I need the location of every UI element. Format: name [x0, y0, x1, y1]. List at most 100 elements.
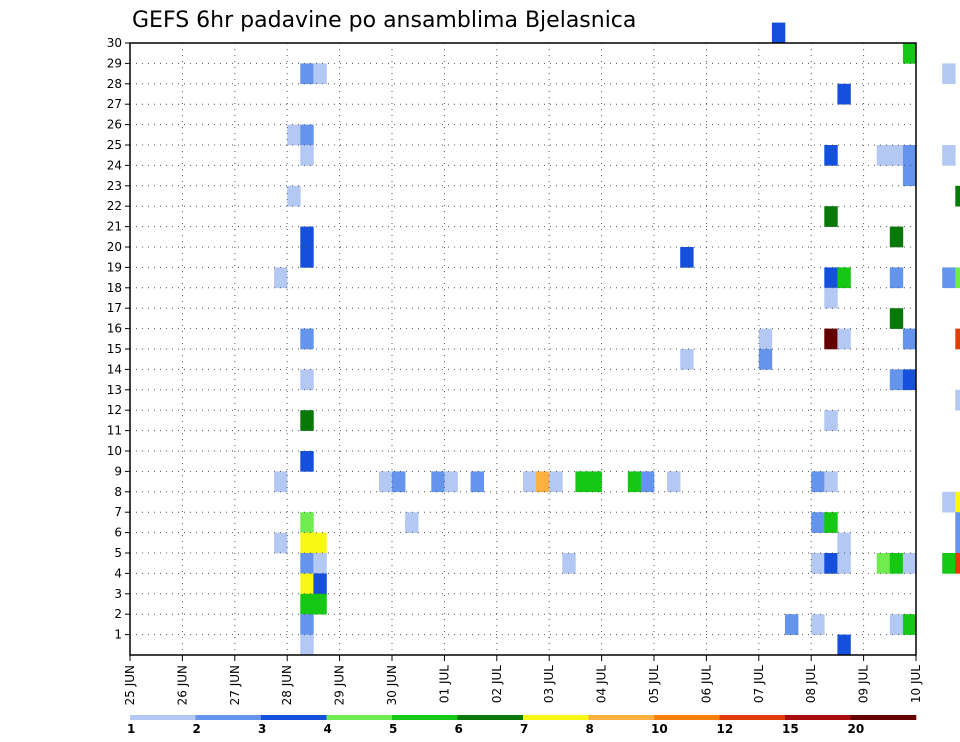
- heatmap-cell: [942, 63, 956, 85]
- y-tick-label: 22: [107, 199, 122, 213]
- x-tick-label: 08 JUL: [804, 665, 818, 703]
- x-axis: 25 JUN 26 JUN 27 JUN 28 JUN 29 JUN 30 JUN 01 J…: [123, 655, 923, 705]
- y-tick-label: 19: [107, 260, 122, 274]
- heatmap-cell: [824, 471, 838, 493]
- heatmap-cell: [575, 471, 589, 493]
- heatmap-cell: [902, 145, 917, 166]
- heatmap-cell: [287, 124, 301, 146]
- heatmap-cell: [837, 267, 851, 289]
- heatmap-cell: [300, 451, 314, 472]
- heatmap-cell: [837, 532, 851, 554]
- y-tick-label: 26: [107, 118, 122, 132]
- colorbar-label: 15: [782, 722, 799, 736]
- heatmap-cell: [405, 512, 419, 533]
- x-tick-label: 02 JUL: [490, 665, 504, 703]
- heatmap-cell: [889, 145, 904, 166]
- heatmap-cell: [300, 593, 314, 615]
- colorbar-label: 6: [455, 722, 463, 736]
- y-tick-label: 21: [107, 220, 122, 234]
- heatmap-cell: [902, 43, 917, 64]
- heatmap-cell: [837, 83, 851, 105]
- heatmap-cell: [274, 267, 288, 289]
- heatmap-cell: [300, 226, 314, 248]
- heatmap-cell: [876, 553, 891, 574]
- y-tick-label: 30: [107, 36, 122, 50]
- heatmap-cell: [274, 532, 288, 554]
- y-tick-label: 29: [107, 56, 122, 70]
- y-tick-label: 2: [114, 607, 122, 621]
- heatmap-cell: [313, 573, 327, 595]
- y-tick-label: 3: [114, 587, 122, 601]
- y-tick-label: 9: [114, 464, 122, 478]
- heatmap-cell: [300, 145, 314, 166]
- y-tick-label: 6: [114, 526, 122, 540]
- colorbar-swatch: [523, 715, 589, 720]
- heatmap-cell: [955, 267, 960, 289]
- x-tick-label: 25 JUN: [123, 665, 137, 705]
- heatmap-cell: [889, 553, 904, 574]
- heatmap-cell: [562, 553, 576, 574]
- y-tick-label: 28: [107, 77, 122, 91]
- heatmap-cell: [889, 369, 904, 391]
- y-tick-label: 7: [114, 505, 122, 519]
- heatmap-cell: [758, 328, 773, 350]
- colorbar-swatch: [850, 715, 917, 720]
- heatmap-cell: [523, 471, 537, 493]
- heatmap-cell: [889, 614, 904, 635]
- heatmap-cell: [955, 512, 960, 533]
- x-tick-label: 03 JUL: [542, 665, 556, 703]
- heatmap-cell: [300, 614, 314, 635]
- y-tick-label: 8: [114, 485, 122, 499]
- x-tick-label: 07 JUL: [752, 665, 766, 703]
- colorbar-label: 20: [848, 722, 865, 736]
- heatmap-cell: [300, 573, 314, 595]
- heatmap-cell: [300, 553, 314, 574]
- x-tick-label: 04 JUL: [595, 665, 609, 703]
- heatmap-cell: [955, 532, 960, 554]
- heatmap-cell: [824, 206, 838, 227]
- heatmap-cell: [876, 145, 891, 166]
- heatmap-cell: [824, 267, 838, 289]
- x-tick-label: 05 JUL: [647, 665, 661, 703]
- x-tick-label: 09 JUL: [857, 665, 871, 703]
- heatmap-cell: [824, 328, 838, 350]
- heatmap-cell: [758, 349, 773, 370]
- y-tick-label: 4: [114, 566, 122, 580]
- heatmap-cell: [470, 471, 484, 493]
- y-tick-label: 10: [107, 444, 122, 458]
- x-tick-label: 28 JUN: [280, 665, 294, 705]
- heatmap-cell: [811, 614, 825, 635]
- colorbar-swatch: [457, 715, 524, 720]
- heatmap-cell: [667, 471, 681, 493]
- heatmap-cell: [640, 471, 655, 493]
- heatmap-cell: [837, 328, 851, 350]
- heatmap-cell: [300, 512, 314, 533]
- heatmap-cell: [811, 512, 825, 533]
- heatmap-cell: [627, 471, 642, 493]
- y-tick-label: 27: [107, 97, 122, 111]
- y-tick-label: 17: [107, 301, 122, 315]
- heatmap-cell: [680, 247, 694, 268]
- colorbar-swatch: [326, 715, 393, 720]
- y-tick-label: 24: [107, 158, 122, 172]
- x-tick-label: 01 JUL: [437, 665, 451, 703]
- colorbar-swatch: [719, 715, 786, 720]
- x-tick-label: 26 JUN: [175, 665, 189, 705]
- heatmap-cell: [313, 532, 327, 554]
- y-tick-label: 14: [107, 362, 122, 376]
- gridlines: [130, 43, 916, 655]
- colorbar-swatch: [654, 715, 720, 720]
- heatmap-cell: [824, 410, 838, 431]
- heatmap-cell: [942, 491, 956, 513]
- heatmap-cell: [300, 369, 314, 391]
- heatmap-cell: [942, 553, 956, 574]
- heatmap-cells: [274, 22, 960, 656]
- heatmap-cell: [955, 553, 960, 574]
- x-tick-label: 30 JUN: [385, 665, 399, 705]
- heatmap-cell: [824, 145, 838, 166]
- heatmap-cell: [824, 287, 838, 309]
- heatmap-cell: [300, 634, 314, 656]
- colorbar-label: 12: [717, 722, 734, 736]
- heatmap-cell: [313, 593, 327, 615]
- heatmap-cell: [300, 410, 314, 431]
